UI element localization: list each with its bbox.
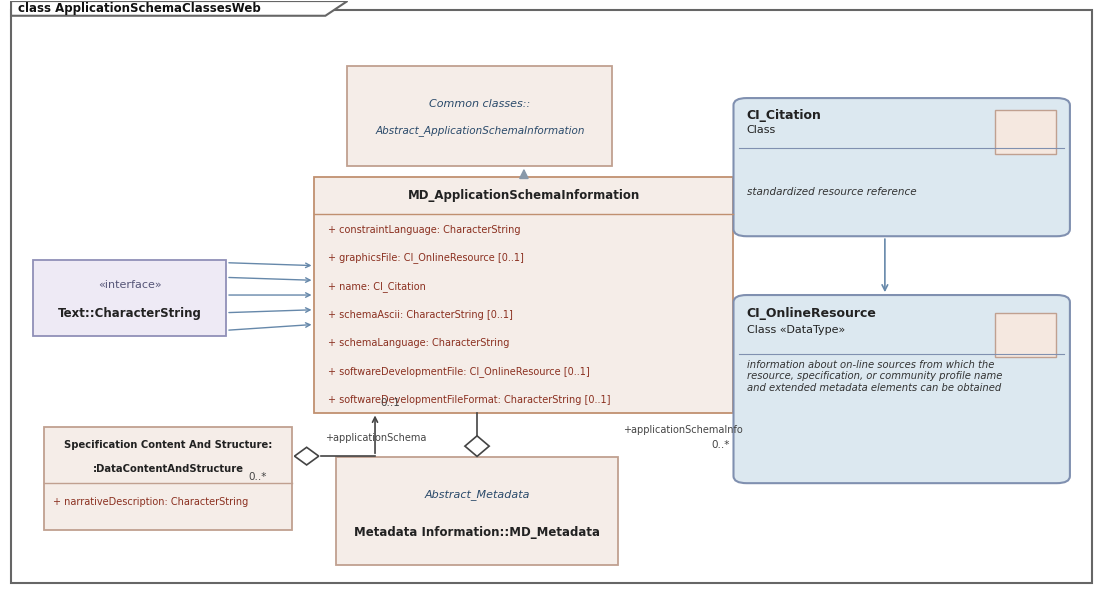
Text: + schemaLanguage: CharacterString: + schemaLanguage: CharacterString <box>328 338 508 348</box>
Text: Text::CharacterString: Text::CharacterString <box>57 307 202 320</box>
Text: +applicationSchemaInfo: +applicationSchemaInfo <box>623 425 743 435</box>
Text: Metadata Information::MD_Metadata: Metadata Information::MD_Metadata <box>354 527 600 540</box>
Polygon shape <box>295 447 319 465</box>
Text: Class «DataType»: Class «DataType» <box>747 325 845 335</box>
Bar <box>995 313 1056 357</box>
Text: CI_OnlineResource: CI_OnlineResource <box>747 307 877 320</box>
Bar <box>347 66 612 166</box>
Text: Abstract_ApplicationSchemaInformation: Abstract_ApplicationSchemaInformation <box>375 125 585 136</box>
Text: + softwareDevelopmentFile: CI_OnlineResource [0..1]: + softwareDevelopmentFile: CI_OnlineReso… <box>328 366 589 377</box>
Text: Common classes::: Common classes:: <box>429 99 531 109</box>
FancyBboxPatch shape <box>733 295 1070 483</box>
Bar <box>44 427 292 530</box>
FancyBboxPatch shape <box>733 98 1070 236</box>
Text: + narrativeDescription: CharacterString: + narrativeDescription: CharacterString <box>53 497 248 507</box>
Text: 0..*: 0..* <box>711 440 730 450</box>
Text: standardized resource reference: standardized resource reference <box>747 187 917 197</box>
Polygon shape <box>11 1 347 16</box>
Polygon shape <box>465 436 490 456</box>
Text: class ApplicationSchemaClassesWeb: class ApplicationSchemaClassesWeb <box>18 2 260 15</box>
Text: Class: Class <box>747 125 777 135</box>
Bar <box>33 260 226 336</box>
Text: 0..1: 0..1 <box>381 398 400 408</box>
Text: Specification Content And Structure:: Specification Content And Structure: <box>64 440 272 450</box>
Text: information about on-line sources from which the
resource, specification, or com: information about on-line sources from w… <box>747 360 1003 393</box>
Bar <box>336 456 618 565</box>
Text: + softwareDevelopmentFileFormat: CharacterString [0..1]: + softwareDevelopmentFileFormat: Charact… <box>328 395 610 405</box>
Text: +applicationSchema: +applicationSchema <box>325 434 427 444</box>
Text: «interface»: «interface» <box>98 280 161 290</box>
Text: 0..*: 0..* <box>248 472 267 482</box>
Text: MD_ApplicationSchemaInformation: MD_ApplicationSchemaInformation <box>408 189 640 202</box>
Text: Abstract_Metadata: Abstract_Metadata <box>425 489 529 500</box>
Text: + graphicsFile: CI_OnlineResource [0..1]: + graphicsFile: CI_OnlineResource [0..1] <box>328 253 524 263</box>
Bar <box>314 177 733 413</box>
Text: :DataContentAndStructure: :DataContentAndStructure <box>93 464 244 474</box>
Text: + constraintLanguage: CharacterString: + constraintLanguage: CharacterString <box>328 224 521 234</box>
Text: CI_Citation: CI_Citation <box>747 109 822 122</box>
Bar <box>995 110 1056 154</box>
Text: + schemaAscii: CharacterString [0..1]: + schemaAscii: CharacterString [0..1] <box>328 310 513 320</box>
Text: + name: CI_Citation: + name: CI_Citation <box>328 281 426 292</box>
